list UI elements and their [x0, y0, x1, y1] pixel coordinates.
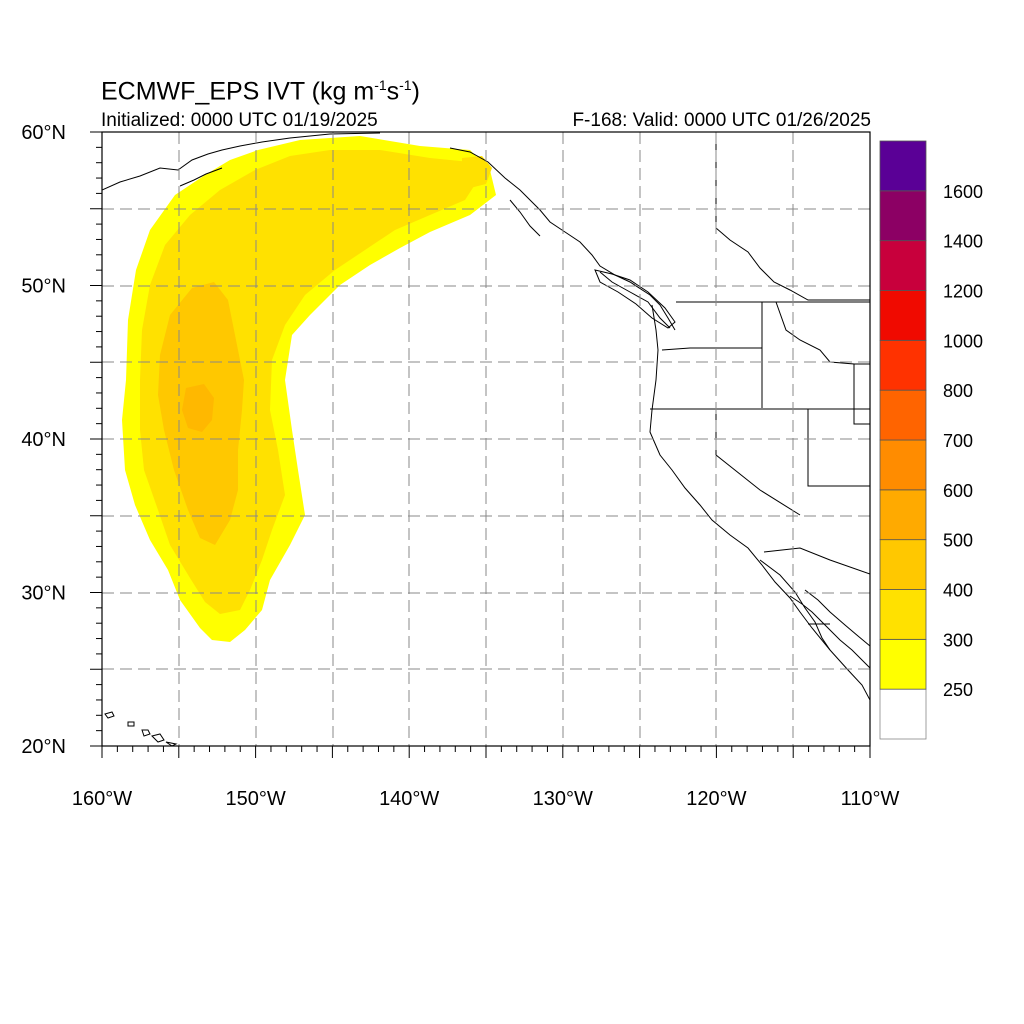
hawaii [104, 711, 115, 719]
lon-label: 130°W [533, 788, 593, 810]
us-west-coast [649, 304, 870, 701]
colorbar-swatch [879, 439, 927, 491]
colorbar-swatch [879, 240, 927, 291]
colorbar-label: 600 [943, 481, 973, 501]
colorbar-swatch [879, 190, 927, 242]
longitude-labels: 160°W 150°W 140°W 130°W 120°W 110°W [72, 788, 900, 810]
colorbar-swatch [879, 339, 927, 391]
colorbar-label: 1000 [943, 331, 983, 351]
colorbar: 250 300 400 500 600 700 800 1000 1200 1400 1600 [879, 140, 983, 740]
colorbar-swatch [879, 290, 927, 341]
colorbar-label: 1400 [943, 232, 983, 252]
lat-label: 30°N [21, 583, 66, 605]
lon-label: 160°W [72, 788, 132, 810]
lon-label: 110°W [841, 788, 900, 810]
lat-label: 40°N [21, 429, 66, 451]
colorbar-swatch [879, 489, 927, 541]
baja-california [759, 559, 870, 669]
axis-ticks [90, 131, 871, 758]
colorbar-swatch [879, 539, 927, 590]
bc-coast [449, 147, 676, 331]
colorbar-swatch [879, 688, 927, 740]
colorbar-swatch [879, 140, 927, 192]
lat-label: 60°N [21, 122, 66, 144]
political-boundaries [650, 132, 870, 625]
colorbar-label: 250 [943, 680, 973, 700]
vancouver-island [594, 269, 676, 329]
initialized-time: Initialized: 0000 UTC 01/19/2025 [101, 110, 378, 131]
colorbar-label: 300 [943, 630, 973, 650]
lon-label: 150°W [225, 788, 285, 810]
lon-label: 120°W [686, 788, 746, 810]
ivt-alaska-patch [462, 156, 492, 188]
chart-title: ECMWF_EPS IVT (kg m-1s-1) [101, 77, 420, 106]
lat-label: 50°N [21, 276, 66, 298]
colorbar-label: 800 [943, 381, 973, 401]
colorbar-label: 1600 [943, 182, 983, 202]
coastlines [102, 132, 870, 746]
lon-label: 140°W [379, 788, 439, 810]
lat-label: 20°N [21, 736, 66, 758]
latitude-labels: 60°N 50°N 40°N 30°N 20°N [21, 122, 66, 758]
colorbar-label: 500 [943, 531, 973, 551]
colorbar-swatch [879, 389, 927, 441]
valid-time: F-168: Valid: 0000 UTC 01/26/2025 [572, 110, 871, 131]
grid [102, 132, 870, 746]
colorbar-swatch [879, 589, 927, 640]
colorbar-label: 400 [943, 581, 973, 601]
ivt-core [182, 384, 214, 432]
colorbar-swatch [879, 638, 927, 690]
colorbar-label: 1200 [943, 282, 983, 302]
alaska-coast [102, 132, 381, 191]
colorbar-label: 700 [943, 431, 973, 451]
ivt-field [122, 136, 496, 642]
